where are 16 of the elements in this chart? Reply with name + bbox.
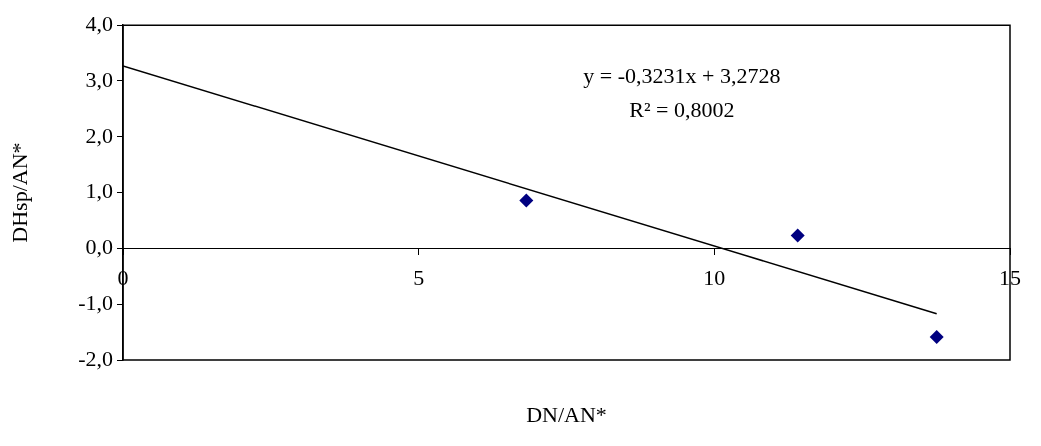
x-tick-label: 5 bbox=[413, 265, 425, 291]
y-tick-label: 0,0 bbox=[85, 234, 113, 260]
y-tick-label: 1,0 bbox=[85, 178, 113, 204]
point bbox=[790, 228, 805, 243]
x-tick-label: 10 bbox=[703, 265, 726, 291]
point bbox=[929, 330, 944, 345]
y-tick-label: 2,0 bbox=[85, 122, 113, 148]
x-axis-title: DN/AN* bbox=[526, 401, 607, 427]
y-tick-label: -2,0 bbox=[78, 345, 113, 371]
annotation: R² = 0,8002 bbox=[629, 96, 735, 122]
annotation: y = -0,3231x + 3,2728 bbox=[583, 62, 781, 88]
y-tick-label: -1,0 bbox=[78, 289, 113, 315]
y-axis-title: DHsp/AN* bbox=[6, 142, 32, 243]
y-tick-label: 4,0 bbox=[85, 10, 113, 36]
y-tick-label: 3,0 bbox=[85, 66, 113, 92]
point bbox=[519, 193, 534, 208]
